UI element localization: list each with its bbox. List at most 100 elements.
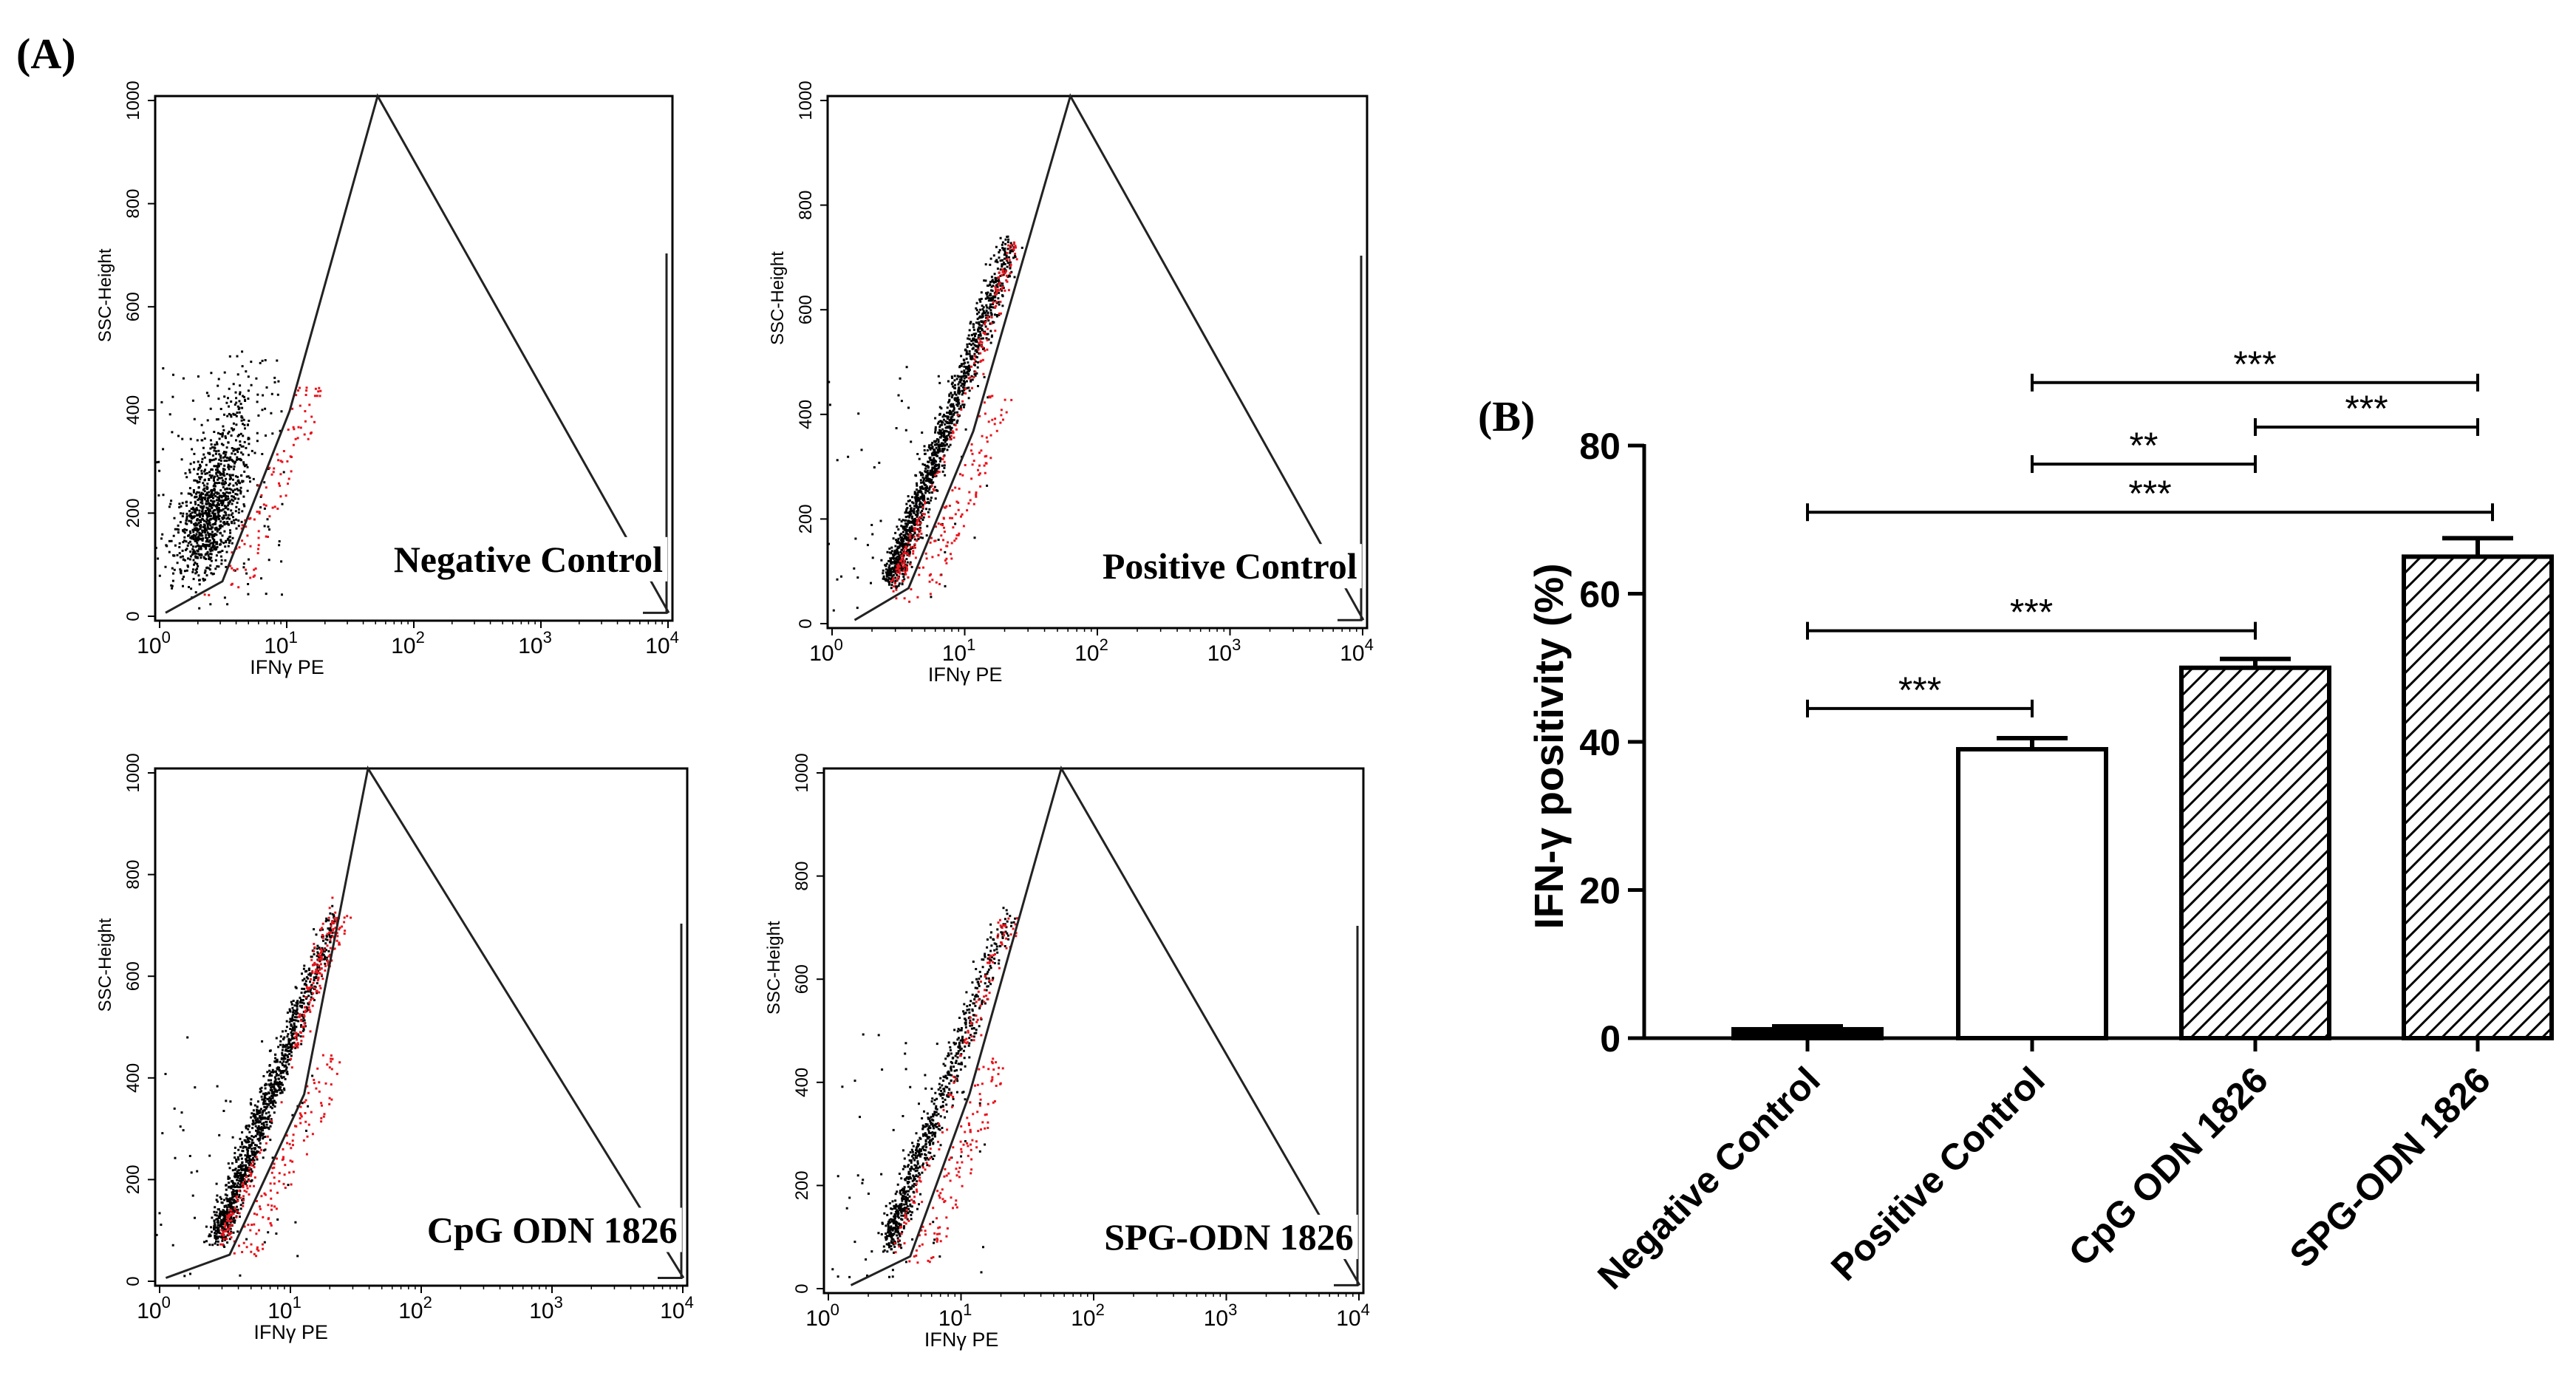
x-tick-label: 101 bbox=[268, 1293, 301, 1323]
y-tick-label: 800 bbox=[123, 860, 143, 890]
y-tick-label: 0 bbox=[792, 1283, 812, 1293]
significance-bracket: *** bbox=[2254, 388, 2479, 436]
x-tick-base: 10 bbox=[1207, 641, 1232, 666]
right-gate bbox=[1338, 256, 1363, 621]
panel-label-backdrop bbox=[389, 536, 668, 582]
y-tick-label: 1000 bbox=[792, 753, 812, 792]
y-axis-label: SSC-Height bbox=[95, 248, 115, 342]
y-tick-label: 1000 bbox=[123, 81, 143, 120]
x-tick-label: 101 bbox=[942, 635, 976, 666]
panel-label-backdrop bbox=[1097, 544, 1362, 589]
x-tick-base: 10 bbox=[518, 634, 542, 658]
significance-bracket: *** bbox=[1806, 473, 2494, 522]
y-tick-label: 200 bbox=[796, 504, 816, 533]
x-tick-label: 102 bbox=[1074, 635, 1108, 666]
x-tick-label: 100 bbox=[809, 635, 843, 666]
y-tick-label: 20 bbox=[1579, 870, 1621, 912]
y-tick-label: 600 bbox=[792, 964, 812, 994]
x-tick-label: 103 bbox=[1207, 635, 1241, 666]
x-tick-label: 100 bbox=[805, 1300, 839, 1331]
x-tick-label: 104 bbox=[1340, 635, 1374, 666]
x-tick-exponent: 1 bbox=[293, 1293, 301, 1312]
gate-line bbox=[850, 766, 1361, 1286]
x-tick-exponent: 3 bbox=[1228, 1300, 1237, 1319]
x-tick-base: 10 bbox=[137, 1299, 161, 1323]
y-tick-label: 600 bbox=[123, 292, 143, 321]
significance-bracket: *** bbox=[1806, 592, 2257, 640]
y-tick-label: 40 bbox=[1579, 722, 1621, 763]
x-tick-label: 103 bbox=[1204, 1300, 1238, 1331]
negative-events bbox=[828, 235, 1023, 612]
panel-label-backdrop bbox=[422, 1207, 682, 1252]
x-tick-base: 10 bbox=[645, 634, 669, 658]
x-tick-label: Positive Control bbox=[1823, 1059, 2053, 1289]
significance-label: *** bbox=[1898, 669, 1941, 711]
gate-line bbox=[165, 93, 670, 614]
bar bbox=[1956, 747, 2108, 1041]
x-tick-label: 103 bbox=[518, 628, 552, 658]
y-tick-label: 800 bbox=[796, 191, 816, 220]
right-gate bbox=[1334, 926, 1359, 1286]
x-tick-exponent: 0 bbox=[831, 1300, 839, 1319]
y-axis-label: SSC-Height bbox=[768, 251, 788, 345]
x-tick-exponent: 1 bbox=[967, 635, 975, 654]
y-tick-label: 400 bbox=[792, 1068, 812, 1097]
x-tick-base: 10 bbox=[1074, 641, 1099, 666]
x-tick-base: 10 bbox=[942, 641, 967, 666]
y-axis-label: IFN-γ positivity (%) bbox=[1526, 563, 1572, 929]
x-tick-exponent: 0 bbox=[162, 1293, 171, 1312]
x-tick-exponent: 4 bbox=[1361, 1300, 1370, 1319]
x-tick-base: 10 bbox=[809, 641, 834, 666]
y-tick-label: 600 bbox=[123, 961, 143, 991]
significance-label: *** bbox=[2010, 592, 2053, 633]
significance-bracket: *** bbox=[1806, 669, 2034, 717]
panel-condition-label: Positive Control bbox=[1103, 545, 1357, 587]
x-axis-label: IFNγ PE bbox=[250, 656, 324, 678]
x-tick-base: 10 bbox=[1340, 641, 1364, 666]
significance-label: *** bbox=[2233, 344, 2276, 385]
y-tick-label: 800 bbox=[792, 862, 812, 891]
x-tick-label: 104 bbox=[660, 1293, 694, 1323]
y-tick-label: 400 bbox=[796, 400, 816, 429]
significance-label: *** bbox=[2345, 388, 2388, 429]
x-tick-label: CpG ODN 1826 bbox=[2061, 1059, 2276, 1274]
x-tick-label: 101 bbox=[938, 1300, 972, 1331]
x-tick-base: 10 bbox=[264, 634, 288, 658]
x-tick-label: 102 bbox=[391, 628, 425, 658]
x-axis-label: IFNγ PE bbox=[924, 1329, 999, 1351]
x-tick-base: 10 bbox=[805, 1306, 830, 1331]
y-tick-label: 1000 bbox=[123, 753, 143, 792]
y-axis-label: SSC-Height bbox=[95, 918, 115, 1012]
x-axis-label: IFNγ PE bbox=[928, 664, 1003, 686]
y-tick-label: 200 bbox=[123, 498, 143, 528]
y-tick-label: 800 bbox=[123, 189, 143, 219]
y-tick-label: 0 bbox=[796, 618, 816, 628]
x-tick-exponent: 3 bbox=[554, 1293, 563, 1312]
x-tick-label: 102 bbox=[398, 1293, 432, 1323]
panel-condition-label: SPG-ODN 1826 bbox=[1104, 1216, 1354, 1258]
y-tick-label: 200 bbox=[792, 1170, 812, 1200]
gate-line bbox=[853, 93, 1365, 621]
x-tick-label: 103 bbox=[529, 1293, 563, 1323]
x-tick-label: 104 bbox=[645, 628, 679, 658]
x-tick-label: 102 bbox=[1071, 1300, 1105, 1331]
positive-events bbox=[890, 241, 1018, 603]
x-tick-label: SPG-ODN 1826 bbox=[2282, 1059, 2498, 1275]
x-tick-exponent: 2 bbox=[1096, 1300, 1105, 1319]
y-tick-label: 200 bbox=[123, 1165, 143, 1194]
x-tick-label: 100 bbox=[137, 1293, 171, 1323]
y-tick-label: 600 bbox=[796, 295, 816, 324]
panel-condition-label: Negative Control bbox=[394, 539, 663, 580]
x-tick-base: 10 bbox=[938, 1306, 963, 1331]
x-tick-exponent: 0 bbox=[834, 635, 843, 654]
x-tick-exponent: 4 bbox=[685, 1293, 694, 1312]
y-tick-label: 1000 bbox=[796, 81, 816, 120]
significance-bracket: ** bbox=[2031, 425, 2257, 474]
x-tick-exponent: 3 bbox=[543, 628, 552, 647]
bar bbox=[2402, 554, 2554, 1040]
x-tick-label: 100 bbox=[137, 628, 171, 658]
